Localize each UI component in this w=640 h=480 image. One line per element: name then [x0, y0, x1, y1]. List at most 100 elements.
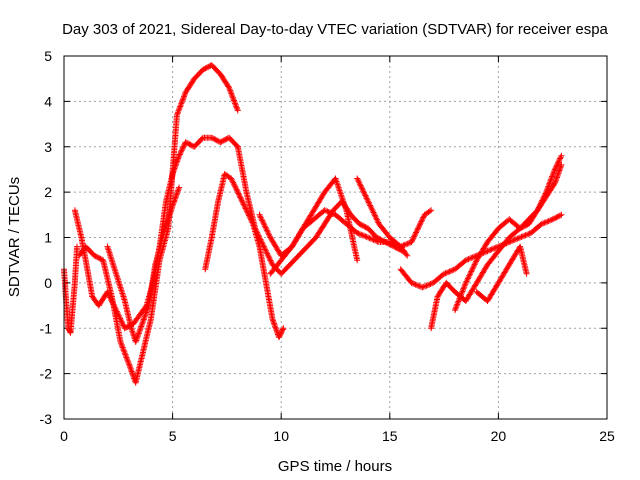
- data-point: [260, 242, 267, 249]
- data-point: [487, 247, 494, 253]
- data-point: [367, 203, 374, 210]
- data-point: [557, 154, 564, 161]
- data-point: [427, 281, 434, 287]
- data-point: [538, 220, 545, 227]
- data-point: [441, 270, 448, 277]
- data-point: [234, 187, 241, 194]
- data-point: [179, 96, 186, 103]
- data-point: [327, 209, 334, 216]
- data-point: [180, 144, 186, 151]
- data-point: [279, 326, 286, 333]
- data-point: [363, 233, 370, 240]
- data-point: [369, 236, 376, 243]
- data-point: [230, 96, 237, 103]
- data-point: [119, 319, 126, 326]
- data-point: [363, 195, 370, 202]
- data-point: [176, 106, 183, 113]
- data-point: [180, 143, 187, 150]
- data-point: [119, 321, 126, 328]
- data-point: [523, 231, 530, 238]
- data-point: [371, 212, 378, 219]
- data-point: [178, 147, 185, 154]
- x-tick-labels: 0 5 10 15 20 25: [60, 428, 615, 444]
- data-point: [177, 150, 184, 157]
- data-point: [181, 92, 188, 99]
- data-point: [236, 193, 243, 200]
- data-point: [324, 208, 331, 215]
- data-point: [456, 295, 463, 302]
- data-point: [235, 190, 242, 197]
- data-point: [259, 217, 266, 224]
- data-point: [368, 205, 375, 212]
- data-point: [465, 256, 472, 263]
- data-point: [555, 159, 562, 166]
- data-point: [418, 217, 425, 224]
- data-point: [460, 285, 467, 292]
- data-point: [232, 100, 238, 107]
- data-point: [276, 333, 283, 339]
- data-point: [458, 289, 465, 296]
- data-point: [365, 234, 372, 241]
- data-point: [267, 257, 274, 264]
- data-point: [280, 325, 287, 332]
- data-point: [536, 203, 543, 210]
- data-point: [232, 185, 239, 191]
- data-point: [260, 220, 267, 227]
- data-point: [537, 201, 544, 208]
- x-tick-label: 0: [60, 428, 68, 444]
- data-point: [255, 232, 262, 239]
- data-point: [226, 86, 233, 93]
- data-point: [547, 217, 553, 224]
- data-point: [254, 229, 261, 236]
- y-tick-labels: -3 -2 -1 0 1 2 3 4 5: [40, 48, 53, 427]
- data-point: [554, 161, 561, 167]
- data-point: [468, 267, 475, 274]
- data-point: [359, 232, 366, 239]
- data-point: [256, 233, 263, 240]
- data-point: [260, 243, 267, 250]
- data-point: [254, 231, 261, 237]
- data-point: [550, 170, 557, 177]
- data-point: [356, 179, 363, 186]
- data-point: [411, 281, 418, 287]
- data-point: [373, 237, 380, 244]
- series-arc-B: [76, 62, 241, 386]
- data-point: [405, 240, 412, 247]
- data-point: [263, 227, 270, 234]
- data-point: [453, 304, 460, 311]
- data-point: [261, 245, 268, 251]
- data-point: [408, 239, 415, 245]
- y-tick-label: 2: [44, 184, 52, 200]
- data-point: [469, 254, 476, 261]
- data-point: [228, 176, 235, 183]
- data-point: [354, 176, 361, 183]
- data-point: [365, 198, 372, 205]
- data-point: [364, 196, 371, 203]
- data-point: [372, 213, 379, 220]
- data-point: [521, 232, 528, 239]
- data-point: [258, 238, 265, 244]
- data-point: [261, 223, 268, 230]
- y-tick-label: 5: [44, 48, 52, 64]
- data-point: [515, 235, 522, 242]
- data-point: [371, 237, 378, 244]
- x-tick-label: 20: [491, 428, 507, 444]
- data-point: [412, 230, 419, 237]
- data-point: [419, 215, 426, 222]
- data-point: [265, 253, 272, 260]
- data-point: [262, 246, 269, 253]
- data-point: [257, 213, 264, 220]
- data-point: [509, 237, 515, 244]
- data-point: [443, 269, 450, 276]
- data-point: [464, 275, 471, 282]
- data-point: [229, 178, 236, 185]
- data-point: [558, 211, 565, 218]
- data-point: [239, 198, 246, 205]
- data-point: [230, 179, 237, 186]
- data-point: [264, 228, 271, 235]
- data-point: [413, 228, 420, 235]
- data-point: [523, 270, 530, 277]
- y-tick-label: -1: [40, 320, 53, 336]
- data-point: [121, 350, 128, 357]
